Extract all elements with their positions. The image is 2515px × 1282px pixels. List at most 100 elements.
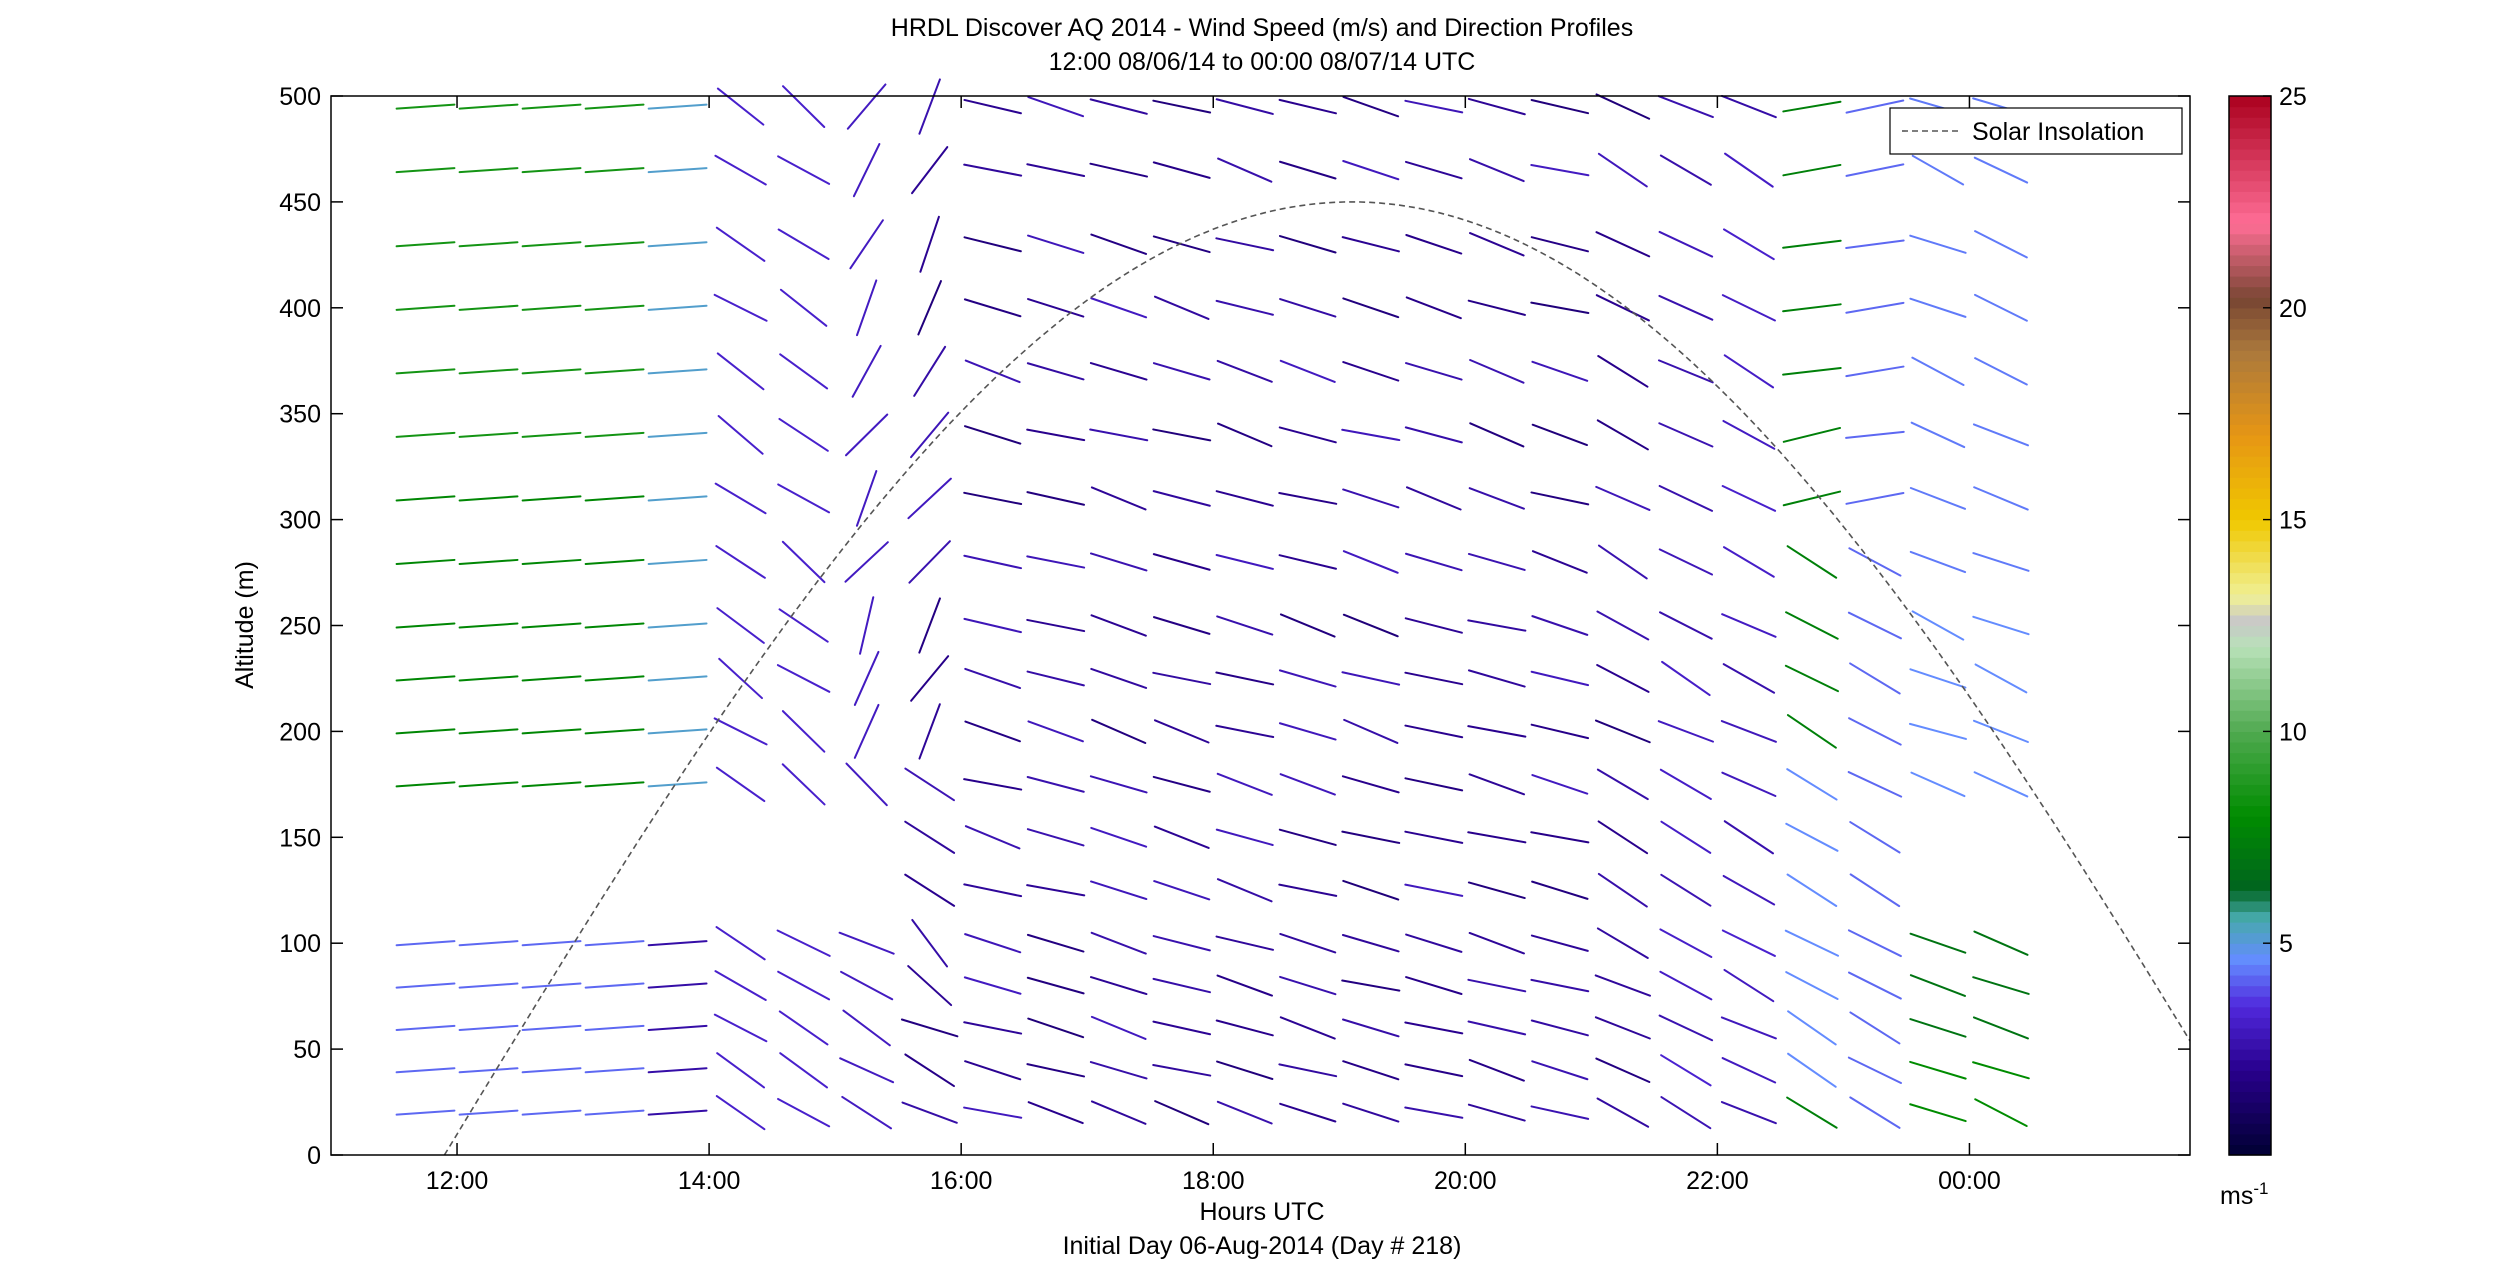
colorbar-tick-label: 10: [2279, 718, 2307, 746]
wind-barb: [1659, 768, 1712, 800]
wind-barb: [1154, 1100, 1210, 1126]
wind-barb: [1215, 671, 1275, 686]
wind-barb: [1849, 1011, 1901, 1045]
wind-barb: [1215, 554, 1274, 570]
wind-barb: [1530, 1019, 1589, 1037]
colorbar-cell: [2229, 974, 2271, 987]
colorbar-cell: [2229, 1006, 2271, 1018]
colorbar-cell: [2229, 858, 2271, 870]
wind-barb: [907, 965, 953, 1007]
wind-barb: [777, 483, 831, 514]
colorbar-cell: [2229, 530, 2271, 542]
wind-barb: [900, 1018, 959, 1038]
wind-barb: [1911, 154, 1965, 186]
wind-barb: [1660, 1096, 1712, 1130]
wind-barb: [584, 940, 645, 947]
colorbar-cell: [2229, 1027, 2271, 1040]
wind-barb: [1531, 615, 1589, 636]
wind-barb: [521, 241, 582, 248]
wind-barb: [1849, 662, 1901, 695]
wind-barb: [716, 352, 765, 391]
wind-barb: [1530, 934, 1589, 952]
wind-barb: [1594, 719, 1651, 744]
wind-barb: [1026, 163, 1086, 178]
wind-barb: [1786, 873, 1838, 907]
wind-barb: [1468, 773, 1526, 796]
wind-barb: [919, 215, 940, 273]
y-tick-label: 0: [307, 1142, 321, 1170]
colorbar-cell: [2229, 191, 2271, 203]
wind-barb: [777, 970, 831, 1001]
wind-barb: [963, 98, 1022, 115]
wind-barb: [1974, 230, 2028, 259]
wind-barb: [1595, 485, 1651, 511]
wind-barb: [1217, 422, 1273, 448]
wind-barb: [778, 1010, 829, 1046]
wind-barb: [1847, 929, 1902, 958]
colorbar-cell: [2229, 731, 2271, 743]
wind-barb: [1530, 163, 1590, 177]
wind-barb: [521, 728, 582, 735]
wind-barb: [904, 1053, 955, 1088]
colorbar-cell: [2229, 254, 2271, 267]
wind-barb: [647, 241, 708, 248]
wind-barb: [779, 353, 829, 390]
wind-barb: [584, 675, 645, 682]
colorbar-cell: [2229, 741, 2271, 754]
wind-barb: [1786, 714, 1837, 749]
colorbar-cell: [2229, 667, 2271, 680]
wind-barb: [1909, 487, 1966, 510]
wind-barb: [777, 228, 830, 261]
wind-barb: [1468, 158, 1525, 183]
wind-barb: [647, 1024, 708, 1031]
wind-barb: [1027, 298, 1085, 318]
wind-barb: [918, 597, 941, 654]
wind-barb: [1909, 1060, 1967, 1080]
wind-barb: [1787, 1052, 1837, 1088]
colorbar-cell: [2229, 837, 2271, 849]
wind-barb: [713, 717, 768, 746]
y-axis-label: Altitude (m): [231, 561, 259, 689]
wind-barb: [1467, 978, 1527, 993]
wind-barb: [1660, 1054, 1712, 1087]
wind-barb: [964, 933, 1022, 954]
colorbar-cell: [2229, 371, 2271, 383]
wind-barb: [904, 820, 956, 854]
wind-barb: [1216, 1060, 1274, 1081]
wind-barb: [1090, 667, 1148, 689]
wind-barb: [1404, 1021, 1464, 1035]
wind-barb: [1720, 1101, 1777, 1125]
wind-barb: [1972, 719, 2029, 744]
colorbar-unit: ms-1: [2220, 1179, 2268, 1210]
wind-barb: [584, 622, 645, 629]
wind-barb: [1278, 883, 1338, 897]
colorbar-cell: [2229, 699, 2271, 711]
wind-barb: [1278, 554, 1337, 570]
wind-barb: [964, 359, 1021, 384]
wind-barb: [521, 940, 582, 947]
wind-barb: [1596, 610, 1650, 641]
wind-barb: [1972, 1016, 2029, 1040]
wind-barb: [458, 431, 519, 438]
wind-barb: [1909, 932, 1967, 954]
wind-barb: [781, 540, 826, 584]
wind-barb: [1468, 931, 1525, 955]
colorbar-tick-label: 25: [2279, 83, 2307, 111]
wind-barb: [1278, 160, 1337, 180]
wind-barb: [1405, 976, 1463, 996]
wind-barb: [1657, 720, 1715, 743]
wind-barb: [1909, 974, 1967, 997]
colorbar-cell: [2229, 509, 2271, 521]
x-tick-label: 18:00: [1182, 1167, 1245, 1195]
wind-barb: [1343, 718, 1399, 744]
wind-barb: [1467, 619, 1527, 632]
wind-barb: [521, 431, 582, 438]
wind-barb: [1089, 362, 1148, 381]
wind-barb: [1090, 297, 1148, 319]
wind-barb: [964, 720, 1021, 743]
wind-barb: [1845, 365, 1905, 378]
wind-barb: [458, 1109, 519, 1116]
wind-barb: [521, 1067, 582, 1074]
wind-barb: [395, 781, 456, 788]
colorbar-cell: [2229, 498, 2271, 510]
